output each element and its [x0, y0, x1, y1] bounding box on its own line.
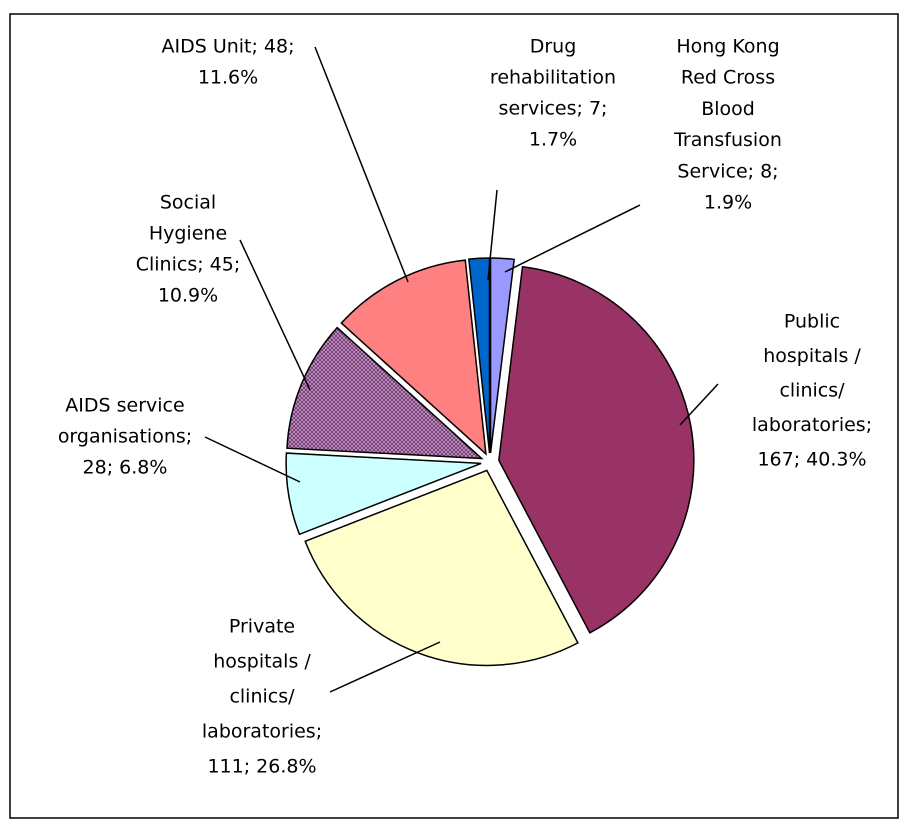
leader-line [329, 641, 441, 693]
pie-slice [285, 452, 482, 536]
data-label: Hong Kong [676, 36, 779, 58]
pie-slice [304, 469, 579, 667]
data-label: organisations; [58, 426, 192, 448]
leader-line [239, 239, 311, 391]
data-label: AIDS service [65, 395, 184, 417]
data-label: 1.7% [529, 129, 577, 151]
leader-line [487, 189, 498, 281]
data-label: hospitals / [763, 345, 861, 367]
data-label: laboratories; [202, 721, 322, 743]
data-label: Social [160, 192, 216, 214]
data-label: rehabilitation [490, 67, 616, 89]
data-label: Hygiene [149, 223, 227, 245]
data-label: 28; 6.8% [83, 457, 168, 479]
data-label: 10.9% [158, 285, 218, 307]
data-label: 111; 26.8% [207, 756, 316, 778]
pie-slice [286, 326, 484, 460]
pie-slice [498, 265, 695, 634]
data-label: Red Cross [681, 67, 775, 89]
data-label: Service; 8; [677, 160, 778, 182]
leader-line [679, 383, 719, 426]
data-label: hospitals / [213, 651, 311, 673]
data-label: clinics/ [229, 686, 295, 708]
data-label: Blood [701, 98, 755, 120]
data-label: 11.6% [198, 67, 258, 89]
data-label: Drug [530, 36, 577, 58]
data-label: 1.9% [704, 192, 752, 214]
data-label: laboratories; [752, 414, 872, 436]
data-label: services; 7; [499, 98, 608, 120]
data-label: Clinics; 45; [136, 254, 241, 276]
leader-line [504, 204, 641, 273]
data-label: AIDS Unit; 48; [161, 36, 294, 58]
data-label: Private [229, 616, 295, 638]
data-label: Transfusion [673, 129, 782, 151]
data-label: 167; 40.3% [757, 449, 866, 471]
leader-line [204, 436, 301, 483]
pie-slice [340, 259, 487, 456]
data-label: clinics/ [779, 380, 845, 402]
leader-line [314, 46, 409, 283]
data-label: Public [784, 311, 840, 333]
